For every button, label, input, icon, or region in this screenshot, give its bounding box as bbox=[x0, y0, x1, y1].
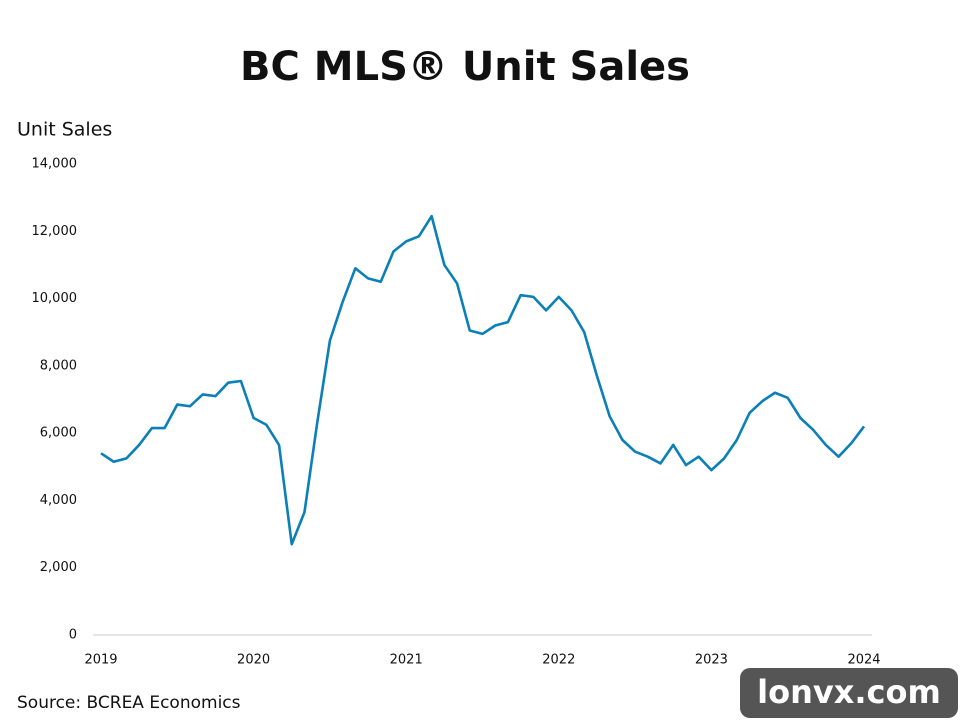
y-tick-label: 10,000 bbox=[32, 291, 78, 306]
x-tick-label: 2024 bbox=[847, 653, 880, 668]
watermark: lonvx.com bbox=[757, 673, 941, 711]
y-axis-label: Unit Sales bbox=[17, 119, 112, 141]
chart-title: BC MLS® Unit Sales bbox=[240, 44, 690, 90]
x-tick-label: 2020 bbox=[237, 653, 270, 668]
y-tick-label: 0 bbox=[69, 628, 77, 643]
y-tick-label: 12,000 bbox=[32, 224, 78, 239]
x-tick-label: 2019 bbox=[84, 653, 117, 668]
data-line bbox=[100, 214, 866, 546]
y-tick-label: 4,000 bbox=[40, 493, 77, 508]
source-note: Source: BCREA Economics bbox=[17, 693, 241, 713]
y-tick-label: 8,000 bbox=[40, 358, 77, 373]
watermark-box bbox=[740, 668, 958, 718]
x-tick-label: 2022 bbox=[542, 653, 575, 668]
x-tick-label: 2021 bbox=[390, 653, 423, 668]
x-tick-label: 2023 bbox=[695, 653, 728, 668]
y-tick-label: 6,000 bbox=[40, 426, 77, 441]
y-tick-label: 2,000 bbox=[40, 560, 77, 575]
y-tick-label: 14,000 bbox=[32, 157, 78, 172]
